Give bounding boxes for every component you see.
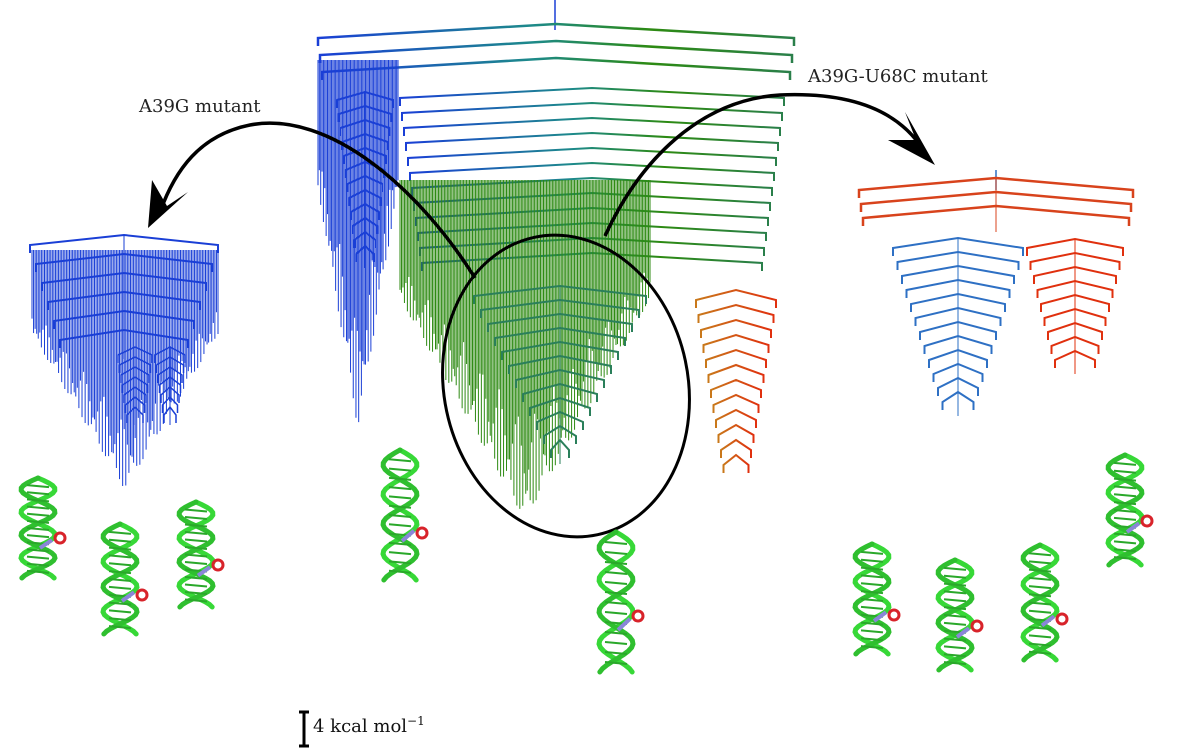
rna-helix-icon (935, 557, 984, 673)
rna-helix-icon (100, 521, 149, 637)
arrowhead-left (148, 180, 188, 228)
main-tree-green-leaves (399, 180, 651, 509)
rna-helix-icon (380, 447, 429, 583)
scale-bar-unit: 4 kcal mol (313, 716, 408, 737)
rna-helix-icon (1020, 542, 1069, 663)
right-tree-top-levels (857, 176, 1135, 232)
left-tree-sub-a (117, 346, 153, 425)
curved-arrow-icon-left (158, 121, 477, 279)
right-disconnectivity-graph (857, 170, 1135, 498)
left-disconnectivity-graph (29, 233, 219, 487)
highlight-ellipse (441, 233, 691, 539)
right-tree-leaves (859, 210, 1133, 498)
rna-helix-icon (18, 475, 67, 581)
right-tree-red-branch (1026, 237, 1124, 374)
rna-structures (18, 447, 1154, 675)
curved-arrow-icon-right (603, 92, 922, 237)
main-tree-green-branch (473, 284, 647, 464)
left-tree-leaves (31, 250, 219, 487)
arrowhead-right (888, 112, 935, 165)
scale-bar-icon (299, 710, 309, 748)
rna-helix-icon (596, 529, 645, 675)
rna-helix-icon (852, 541, 901, 657)
right-mutant-label: A39G-U68C mutant (808, 66, 988, 87)
main-tree-blue-branch (336, 90, 394, 268)
main-tree-blue-leaves (317, 60, 399, 423)
scale-bar-exponent: −1 (407, 714, 425, 728)
scale-bar-label: 4 kcal mol−1 (313, 714, 425, 737)
rna-helix-icon (176, 499, 225, 610)
right-tree-blue-branch (892, 236, 1024, 416)
main-disconnectivity-graph (316, 0, 796, 598)
left-tree-sub-b (154, 346, 186, 425)
main-tree-red-branch (695, 288, 777, 480)
rna-helix-icon (1105, 452, 1154, 568)
left-mutant-label: A39G mutant (139, 96, 261, 117)
